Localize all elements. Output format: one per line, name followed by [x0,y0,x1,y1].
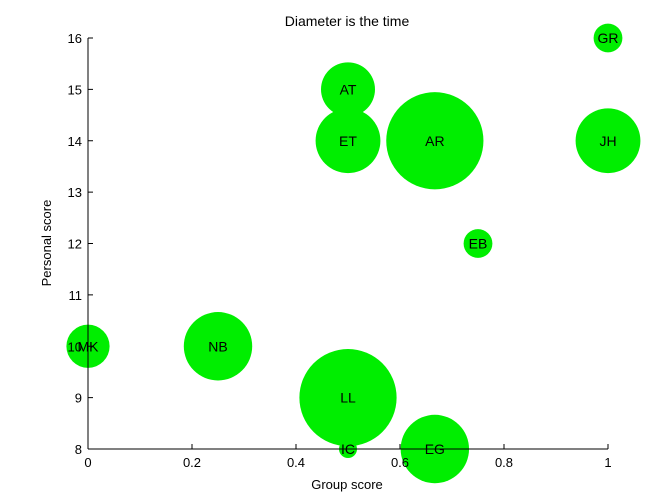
bubble-et [315,108,381,174]
bubble-label-ll: LL [340,390,356,406]
bubble-label-gr: GR [598,30,619,46]
bubble-label-at: AT [340,81,357,97]
bubble-eb [463,229,493,258]
y-tick-label: 14 [68,134,82,149]
y-tick-label: 12 [68,237,82,252]
bubble-jh [575,108,641,174]
bubble-label-eb: EB [469,236,488,252]
x-axis-label: Group score [311,477,383,492]
x-tick-label: 1 [604,455,611,470]
x-tick-label: 0.2 [183,455,201,470]
bubble-label-nb: NB [208,338,227,354]
x-tick-label: 0.8 [495,455,513,470]
x-tick-label: 0.4 [287,455,305,470]
y-tick-label: 16 [68,31,82,46]
x-tick-label: 0 [84,455,91,470]
y-tick-label: 9 [75,391,82,406]
bubble-ll [299,349,397,447]
bubble-gr [593,23,623,53]
bubble-layer: GRATETARJHEBMKNBLLICEG [66,23,641,484]
y-tick-label: 10 [68,339,82,354]
y-tick-label: 11 [69,288,83,303]
bubble-at [321,62,375,117]
x-tick-label: 0.6 [391,455,409,470]
axes-layer: 0 0.2 0.4 0.6 0.8 1 8 9 10 11 12 13 14 15 16 [68,31,612,470]
y-tick-label: 15 [68,82,82,97]
chart-title: Diameter is the time [285,13,410,29]
y-tick-label: 8 [75,442,82,457]
bubble-label-ar: AR [425,133,444,149]
bubble-ar [386,92,484,190]
y-axis-label: Personal score [39,200,54,287]
y-tick-label: 13 [68,185,82,200]
bubble-label-et: ET [339,133,357,149]
bubble-nb [183,312,253,381]
bubble-label-jh: JH [599,133,616,149]
